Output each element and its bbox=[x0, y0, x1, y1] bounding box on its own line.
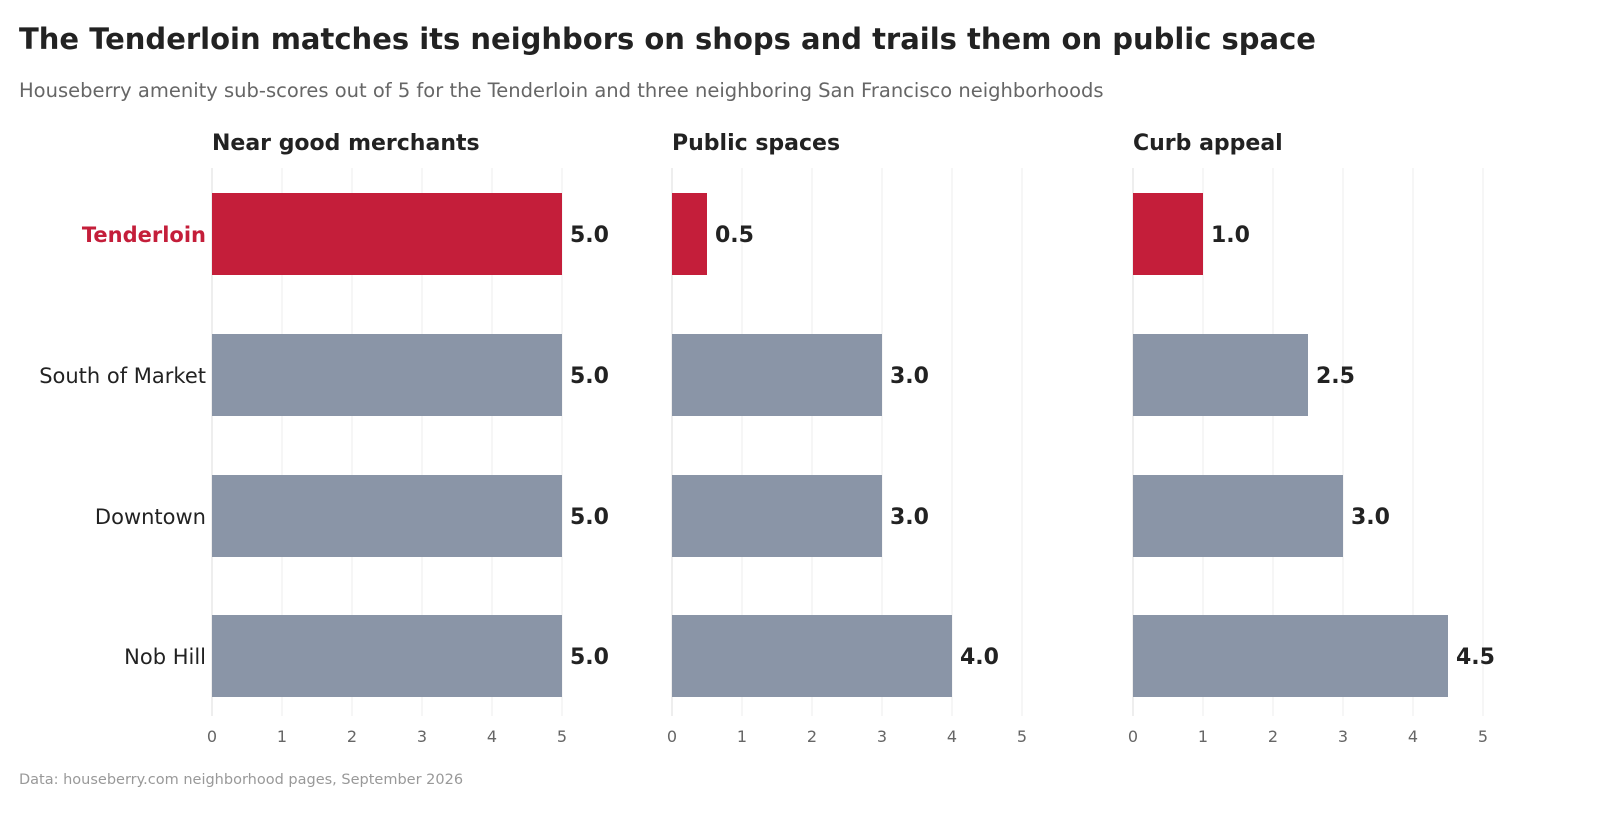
value-label: 5.0 bbox=[570, 645, 609, 670]
bar bbox=[672, 615, 952, 697]
value-label: 0.5 bbox=[715, 223, 754, 248]
value-label: 5.0 bbox=[570, 505, 609, 530]
panel-title: Near good merchants bbox=[212, 131, 480, 156]
value-label: 3.0 bbox=[890, 505, 929, 530]
bar bbox=[672, 193, 707, 275]
bar bbox=[1133, 615, 1448, 697]
value-label: 4.0 bbox=[960, 645, 999, 670]
bar bbox=[1133, 334, 1308, 416]
bar bbox=[672, 475, 882, 557]
value-label: 1.0 bbox=[1211, 223, 1250, 248]
bar bbox=[212, 334, 562, 416]
category-label: Downtown bbox=[95, 505, 206, 529]
bar bbox=[672, 334, 882, 416]
value-label: 2.5 bbox=[1316, 364, 1355, 389]
tick-label: 5 bbox=[1017, 727, 1027, 746]
tick-label: 0 bbox=[667, 727, 677, 746]
chart-subtitle: Houseberry amenity sub-scores out of 5 f… bbox=[19, 79, 1104, 102]
tick-label: 0 bbox=[1128, 727, 1138, 746]
tick-label: 3 bbox=[877, 727, 887, 746]
tick-label: 4 bbox=[1408, 727, 1418, 746]
chart-title: The Tenderloin matches its neighbors on … bbox=[19, 22, 1316, 56]
tick-label: 2 bbox=[1268, 727, 1278, 746]
value-label: 3.0 bbox=[890, 364, 929, 389]
tick-label: 2 bbox=[347, 727, 357, 746]
category-label: Tenderloin bbox=[82, 223, 206, 247]
tick-label: 5 bbox=[1478, 727, 1488, 746]
source-note: Data: houseberry.com neighborhood pages,… bbox=[19, 772, 464, 788]
bar bbox=[212, 615, 562, 697]
value-label: 5.0 bbox=[570, 223, 609, 248]
category-label: Nob Hill bbox=[124, 645, 206, 669]
tick-label: 0 bbox=[207, 727, 217, 746]
panel-title: Public spaces bbox=[672, 131, 840, 156]
tick-label: 4 bbox=[487, 727, 497, 746]
tick-label: 5 bbox=[557, 727, 567, 746]
tick-label: 3 bbox=[417, 727, 427, 746]
bar bbox=[212, 193, 562, 275]
value-label: 5.0 bbox=[570, 364, 609, 389]
bar bbox=[212, 475, 562, 557]
tick-label: 3 bbox=[1338, 727, 1348, 746]
value-label: 3.0 bbox=[1351, 505, 1390, 530]
value-label: 4.5 bbox=[1456, 645, 1495, 670]
tick-label: 4 bbox=[947, 727, 957, 746]
category-label: South of Market bbox=[39, 364, 206, 388]
tick-label: 1 bbox=[737, 727, 747, 746]
tick-label: 1 bbox=[277, 727, 287, 746]
bar bbox=[1133, 475, 1343, 557]
tick-label: 2 bbox=[807, 727, 817, 746]
bar bbox=[1133, 193, 1203, 275]
panel-title: Curb appeal bbox=[1133, 131, 1283, 156]
tick-label: 1 bbox=[1198, 727, 1208, 746]
